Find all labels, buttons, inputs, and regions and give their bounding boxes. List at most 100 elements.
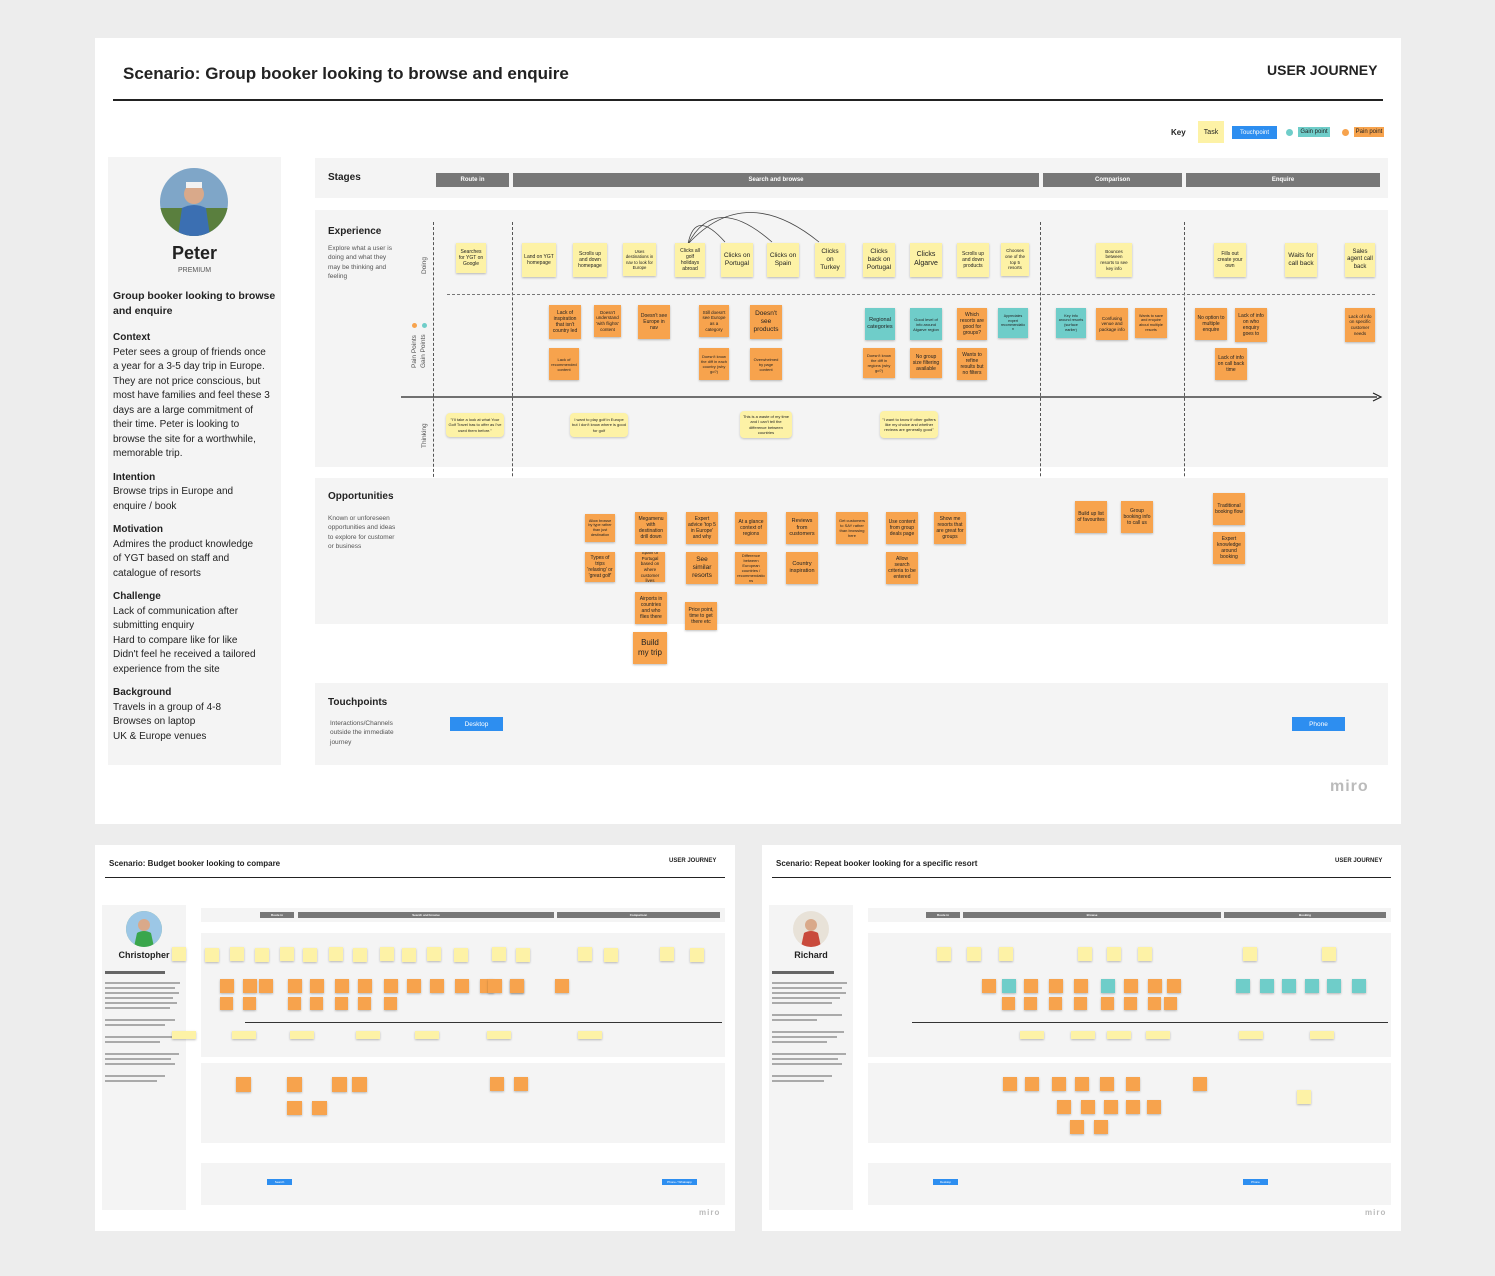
repeat-sticky [1100,1077,1114,1091]
opportunity-sticky: Build up list of favourites [1075,501,1107,533]
budget-sticky [290,1031,314,1039]
repeat-sticky [1148,997,1161,1010]
doing-sticky: Scrolls up and down products [957,243,989,277]
budget-stage: Search and browse [298,912,554,918]
repeat-sticky [1049,997,1062,1010]
repeat-timeline [912,1022,1388,1023]
budget-title: Scenario: Budget booker looking to compa… [109,859,281,868]
repeat-sticky [1193,1077,1207,1091]
budget-sticky [220,997,233,1010]
key-label: Key [1171,128,1186,137]
budget-sticky [514,1077,528,1091]
repeat-sticky [1078,947,1092,961]
doing-sticky: Uses destinations in nav to look for Eur… [623,243,656,276]
repeat-sticky [1352,979,1366,993]
budget-sticky [236,1077,251,1092]
budget-sticky [510,979,524,993]
persona-section-line: Hard to compare like for like [113,634,238,646]
budget-sticky [356,1031,380,1039]
budget-board: Scenario: Budget booker looking to compa… [95,845,735,1231]
opportunity-sticky: Use content from group deals page [886,512,918,544]
stage-divider [1040,222,1041,612]
opportunity-sticky: Expert knowledge around booking [1213,532,1245,564]
budget-sticky [243,979,257,993]
budget-persona-lines [105,971,183,1082]
repeat-sticky [1327,979,1341,993]
avatar [160,168,228,236]
stage-divider [512,222,513,612]
budget-sticky [232,1031,256,1039]
budget-sticky [578,947,592,961]
miro-logo: miro [1365,1208,1387,1217]
persona-headline: Group booker looking to browse and enqui… [113,290,276,317]
budget-sticky [454,948,468,962]
opportunities-desc: Known or unforeseen opportunities and ide… [328,515,396,551]
pain-gain-sticky: Lack of info on call back time [1215,348,1247,380]
repeat-sticky [1081,1100,1095,1114]
pain-gain-sticky: Confusing venue and package info [1096,308,1128,340]
pain-gain-sticky: Doesn't know the diff in regions (why go… [863,348,895,378]
repeat-sticky [1074,979,1088,993]
doing-sticky: Clicks on Spain [767,243,799,277]
gain-dot-icon [422,323,427,328]
budget-touchpoint: Phone / Whatsapp [662,1179,697,1185]
pain-gain-sticky: Which resorts are good for groups? [957,308,987,340]
budget-sticky [255,948,269,962]
touchpoints-desc: Interactions/Channels outside the immedia… [330,720,394,746]
repeat-sticky [1236,979,1250,993]
repeat-sticky [1164,997,1177,1010]
budget-rule [105,877,725,878]
persona-card: Peter PREMIUM Group booker looking to br… [108,157,281,765]
repeat-sticky [1074,997,1087,1010]
stage-comparison: Comparison [1043,173,1182,187]
persona-section-line: submitting enquiry [113,620,195,631]
doing-sticky: Sales agent call back [1345,243,1375,277]
budget-timeline [245,1022,722,1023]
repeat-sticky [1239,1031,1263,1039]
persona-section-line: browse the site for a worthwhile, [113,433,256,445]
repeat-sticky [1003,1077,1017,1091]
doing-sticky: Clicks back on Portugal [863,243,895,277]
repeat-sticky [1101,979,1115,993]
repeat-stage: Route in [926,912,960,918]
budget-sticky [488,979,502,993]
persona-section-line: Didn't feel he received a tailored [113,649,256,660]
pain-gain-sticky: Lack of info on who enquiry goes to [1235,308,1267,342]
repeat-sticky [967,947,981,961]
repeat-sticky [1071,1031,1095,1039]
repeat-sticky [1243,947,1257,961]
persona-section-line: They are not price conscious, but [113,375,261,387]
pain-gain-sticky: Key info around resorts (surface earlier… [1056,308,1086,338]
pain-points-label: Pain Points [411,335,418,368]
opportunity-sticky: Spain or Portugal based on where custome… [635,552,665,582]
pain-gain-sticky: No group size filtering available [910,348,942,378]
repeat-sticky [1138,947,1152,961]
repeat-sticky [1310,1031,1334,1039]
opportunity-sticky: Group booking info to call us [1121,501,1153,533]
persona-section-line: catalogue of resorts [113,567,201,579]
pain-gain-sticky: Doesn't know the diff in each country (w… [699,348,729,380]
repeat-sticky [1094,1120,1108,1134]
opportunity-sticky: Megamenu with destination drill down [635,512,667,544]
repeat-sticky [1057,1100,1071,1114]
budget-sticky [332,1077,347,1092]
budget-sticky [335,997,348,1010]
budget-sticky [243,997,256,1010]
persona-section-line: Browse trips in Europe and [113,486,234,497]
stage-divider [1184,222,1185,612]
key-touchpoint: Touchpoint [1232,126,1277,139]
repeat-sticky [1322,947,1336,961]
timeline-arrow-icon [401,392,1383,402]
repeat-sticky [1148,979,1162,993]
opportunity-sticky: Show me resorts that are great for group… [934,512,966,544]
opportunity-sticky: Price point, time to get there etc [685,602,717,630]
budget-sticky [358,997,371,1010]
doing-sticky: Fills out create your own [1214,243,1246,277]
doing-sticky: Searches for YGT on Google [456,243,486,273]
touchpoint-desktop: Desktop [450,717,503,731]
repeat-sticky [1020,1031,1044,1039]
repeat-sticky [1049,979,1063,993]
pain-dot-icon [1342,129,1349,136]
opportunity-sticky: Difference between European countries / … [735,552,767,584]
opportunity-sticky: See similar resorts [686,552,718,584]
